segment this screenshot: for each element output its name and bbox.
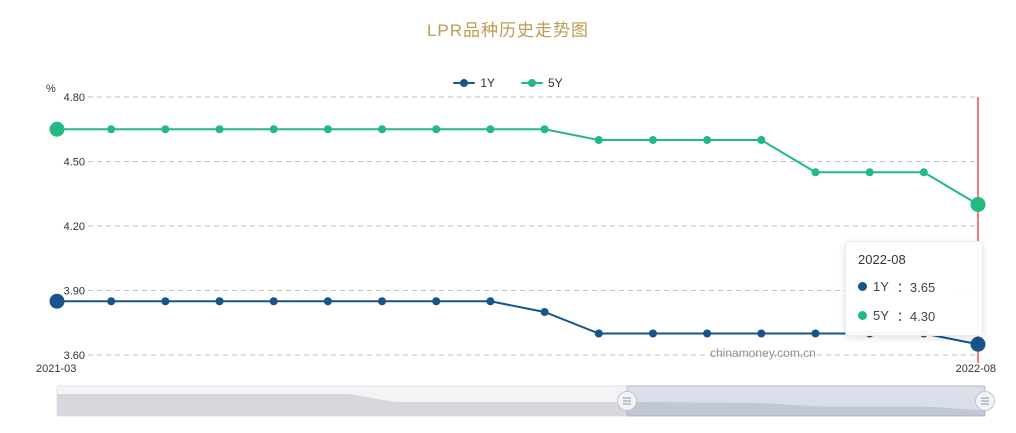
- series-line-5y[interactable]: [57, 128, 979, 206]
- data-point-5y[interactable]: [378, 125, 387, 134]
- data-point-1y[interactable]: [107, 297, 116, 306]
- zoom-window[interactable]: [626, 385, 986, 417]
- tooltip-value-5y: ：4.30: [897, 306, 935, 325]
- data-point-5y[interactable]: [648, 136, 657, 144]
- data-point-5y[interactable]: [486, 125, 495, 134]
- x-axis-label-end: 2022-08: [956, 363, 996, 375]
- data-point-5y[interactable]: [865, 168, 874, 177]
- data-point-1y[interactable]: [486, 297, 495, 306]
- y-tick-label: 4.50: [64, 157, 85, 169]
- data-point-5y[interactable]: [757, 136, 766, 144]
- data-point-5y[interactable]: [703, 136, 712, 144]
- tooltip-num-1y: 3.65: [909, 280, 936, 295]
- tooltip-sep-5y: ：: [896, 309, 910, 324]
- tooltip-sep-1y: ：: [896, 280, 910, 295]
- tooltip-row-5y: 5Y ：4.30: [858, 306, 970, 325]
- data-point-5y[interactable]: [970, 197, 986, 212]
- watermark: chinamoney.com.cn: [710, 346, 816, 360]
- data-point-1y[interactable]: [594, 329, 603, 338]
- data-point-1y[interactable]: [49, 293, 65, 309]
- data-point-5y[interactable]: [919, 168, 928, 177]
- data-point-5y[interactable]: [594, 136, 603, 144]
- x-axis-label-start: 2021-03: [36, 363, 76, 375]
- data-point-1y[interactable]: [703, 329, 712, 338]
- data-point-1y[interactable]: [540, 308, 549, 316]
- data-point-5y[interactable]: [540, 125, 549, 134]
- series-line-1y[interactable]: [57, 300, 979, 346]
- data-point-1y[interactable]: [811, 329, 820, 338]
- zoom-handle-left[interactable]: [617, 391, 637, 411]
- tooltip-row-1y: 1Y ：3.65: [858, 277, 970, 296]
- tooltip-date: 2022-08: [858, 252, 906, 267]
- data-zoom-slider[interactable]: [0, 382, 1016, 430]
- zoom-handle-right[interactable]: [975, 391, 995, 411]
- chart-title: LPR品种历史走势图: [426, 21, 590, 40]
- data-point-1y[interactable]: [323, 297, 332, 306]
- data-point-1y[interactable]: [378, 297, 387, 306]
- y-tick-label: 4.80: [64, 92, 85, 104]
- data-point-5y[interactable]: [161, 125, 170, 134]
- data-point-1y[interactable]: [161, 297, 170, 306]
- data-point-1y[interactable]: [648, 329, 657, 338]
- tooltip: 2022-08 1Y ：3.65 5Y ：4.30: [845, 241, 983, 336]
- data-point-5y[interactable]: [269, 125, 278, 134]
- data-point-1y[interactable]: [269, 297, 278, 306]
- legend-item-1y[interactable]: 1Y: [453, 76, 495, 90]
- series-5y-dot-icon: [858, 311, 867, 320]
- legend-marker-1y-icon: [453, 78, 476, 88]
- legend-item-5y[interactable]: 5Y: [521, 76, 563, 90]
- data-point-5y[interactable]: [432, 125, 441, 134]
- tooltip-series-name-1y: 1Y: [873, 279, 889, 294]
- tooltip-value-1y: ：3.65: [897, 277, 935, 296]
- series-1y-dot-icon: [858, 282, 867, 291]
- line-chart-plot[interactable]: 4.80 4.50 4.20 3.90 3.60% 2021-03 2022-08: [0, 0, 1016, 380]
- data-point-1y[interactable]: [757, 329, 766, 338]
- y-tick-label: 4.20: [64, 221, 85, 233]
- y-tick-label: 3.60: [64, 350, 85, 362]
- data-point-1y[interactable]: [432, 297, 441, 306]
- legend-label-1y: 1Y: [480, 76, 495, 90]
- legend-marker-5y-icon: [521, 78, 543, 88]
- legend: 1Y 5Y: [0, 76, 1016, 90]
- legend-label-5y: 5Y: [548, 76, 563, 90]
- tooltip-series-name-5y: 5Y: [873, 308, 889, 323]
- y-tick-label: 3.90: [64, 286, 85, 298]
- data-point-5y[interactable]: [215, 125, 224, 134]
- data-point-1y[interactable]: [215, 297, 224, 306]
- zoom-silhouette: [57, 394, 985, 416]
- data-point-5y[interactable]: [811, 168, 820, 177]
- data-point-5y[interactable]: [49, 121, 65, 137]
- data-point-5y[interactable]: [107, 125, 116, 134]
- data-point-1y[interactable]: [970, 336, 986, 352]
- tooltip-num-5y: 4.30: [909, 309, 936, 324]
- y-axis-unit: %: [46, 83, 56, 95]
- data-point-5y[interactable]: [323, 125, 332, 134]
